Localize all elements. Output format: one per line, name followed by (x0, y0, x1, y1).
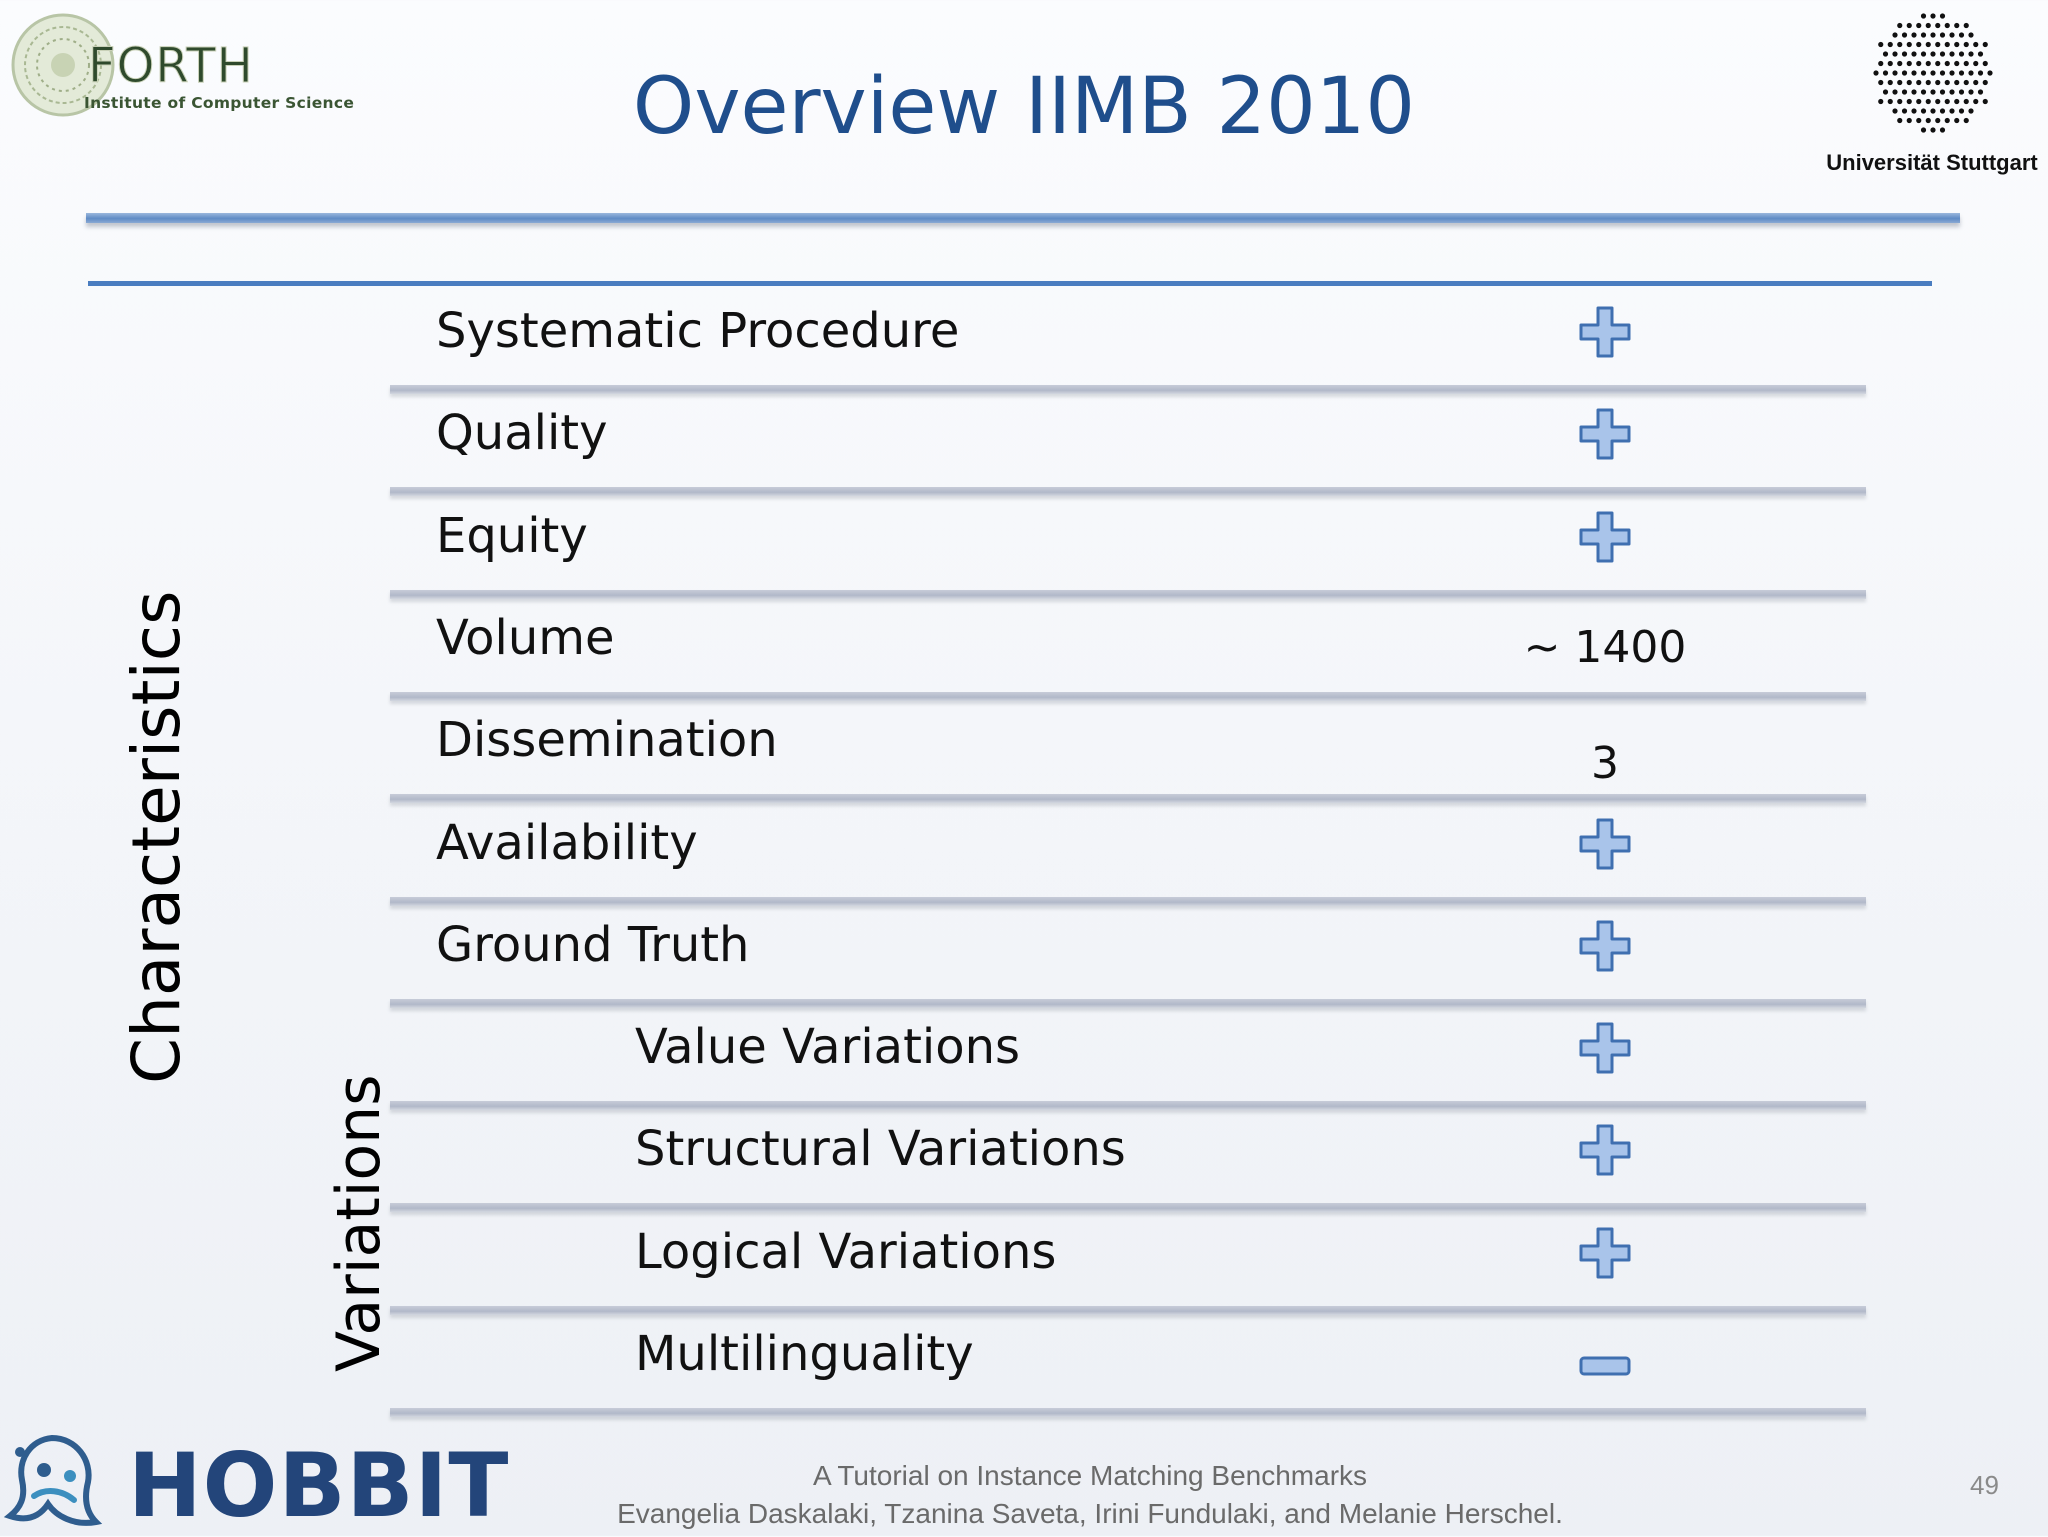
row-divider (390, 487, 1866, 496)
variations-label: Variations (324, 1074, 394, 1372)
row-label: Ground Truth (436, 917, 750, 973)
row-divider (390, 1408, 1866, 1417)
page-title: Overview IIMB 2010 (632, 62, 1416, 152)
row-label: Dissemination (436, 712, 778, 768)
hobbit-emblem-icon (3, 1434, 103, 1526)
row-divider (390, 794, 1866, 803)
row-label: Multilinguality (635, 1326, 974, 1382)
row-divider (390, 1101, 1866, 1110)
row-label: Logical Variations (635, 1224, 1057, 1280)
forth-name: FORTH (88, 38, 254, 95)
plus-icon (1579, 306, 1631, 358)
row-divider (390, 385, 1866, 394)
footer-authors: Evangelia Daskalaki, Tzanina Saveta, Iri… (617, 1498, 1563, 1529)
stuttgart-name: Universität Stuttgart (1826, 150, 2038, 175)
row-label: Quality (436, 405, 608, 461)
stuttgart-dots-icon (1873, 13, 1993, 133)
row-label: Equity (436, 508, 588, 564)
row-value: ~ 1400 (1523, 622, 1687, 673)
table-top-divider (88, 281, 1932, 286)
row-divider (390, 692, 1866, 701)
stuttgart-logo: Universität Stuttgart (1816, 8, 2048, 178)
row-label: Availability (436, 815, 698, 871)
row-label: Structural Variations (635, 1121, 1126, 1177)
plus-icon (1579, 818, 1631, 870)
hobbit-logo: HOBBIT (0, 1426, 508, 1537)
plus-icon (1579, 920, 1631, 972)
forth-subtitle: Institute of Computer Science (84, 94, 355, 112)
row-divider (390, 1203, 1866, 1212)
forth-emblem-icon (11, 13, 115, 117)
row-divider (390, 590, 1866, 599)
row-label: Value Variations (635, 1019, 1021, 1075)
page-number: 49 (1970, 1470, 1999, 1500)
row-label: Systematic Procedure (436, 303, 960, 359)
hobbit-logo-text: HOBBIT (128, 1434, 510, 1537)
plus-icon (1579, 408, 1631, 460)
minus-icon (1579, 1356, 1631, 1376)
plus-icon (1579, 1124, 1631, 1176)
row-label: Volume (436, 610, 615, 666)
title-divider (86, 213, 1960, 223)
characteristics-label: Characteristics (118, 590, 195, 1084)
row-value: 3 (1591, 738, 1619, 789)
row-divider (390, 897, 1866, 906)
plus-icon (1579, 1022, 1631, 1074)
row-divider (390, 999, 1866, 1008)
forth-logo: FORTH Institute of Computer Science (8, 10, 408, 125)
plus-icon (1579, 1227, 1631, 1279)
plus-icon (1579, 511, 1631, 563)
row-divider (390, 1306, 1866, 1315)
footer-title: A Tutorial on Instance Matching Benchmar… (812, 1460, 1368, 1491)
